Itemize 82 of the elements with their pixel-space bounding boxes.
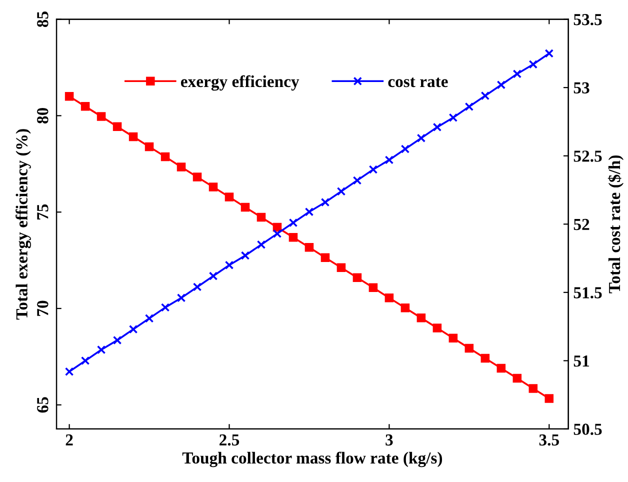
y-tick-label: 80 (37, 108, 48, 124)
point (496, 80, 506, 90)
point (80, 356, 90, 366)
point (64, 367, 74, 376)
legend-label: cost rate (388, 78, 448, 88)
point (144, 142, 154, 152)
point (128, 324, 138, 334)
y-tick-label: 70 (37, 300, 48, 316)
point (256, 212, 266, 222)
point (544, 49, 554, 58)
point (496, 364, 506, 373)
point (320, 253, 330, 262)
point (208, 182, 218, 192)
y-tick-label: 65 (37, 397, 48, 413)
point (448, 113, 458, 122)
y-tick-label: 75 (37, 204, 48, 220)
y2-tick-label: 53.5 (574, 14, 602, 26)
point (128, 132, 138, 142)
point (64, 92, 74, 101)
point (352, 176, 362, 185)
point (464, 102, 474, 112)
legend-label: exergy efficiency (180, 75, 300, 91)
point (160, 303, 170, 312)
point (288, 218, 298, 228)
point (176, 162, 186, 172)
x-tick-label: 3.5 (539, 434, 559, 446)
point (528, 60, 538, 69)
point (432, 324, 442, 332)
x-axis-title: Tough collector mass flow rate (kg/s) (182, 452, 442, 468)
y2-tick-label: 51 (574, 355, 590, 367)
y-tick-label: 85 (37, 12, 48, 28)
point (240, 202, 250, 212)
point (304, 207, 314, 216)
point (480, 354, 490, 363)
point (400, 304, 410, 312)
point (80, 102, 90, 111)
point (288, 232, 298, 242)
point (416, 314, 426, 322)
point (352, 273, 362, 282)
point (224, 192, 234, 202)
point (336, 186, 346, 196)
y2-tick-label: 52 (574, 218, 590, 230)
point (368, 165, 378, 174)
point (448, 334, 458, 343)
point (208, 272, 218, 280)
point (512, 70, 522, 78)
point (256, 240, 266, 249)
point (144, 314, 154, 323)
point (112, 122, 122, 132)
x-tick-label: 3 (386, 434, 393, 446)
y2-tick-label: 51.5 (574, 287, 602, 298)
point (400, 144, 410, 154)
point (464, 344, 474, 353)
point (176, 294, 186, 302)
x-tick-label: 2 (66, 434, 73, 446)
point (336, 263, 346, 272)
point (96, 112, 106, 121)
point (192, 282, 202, 292)
x-tick-label: 2.5 (220, 434, 240, 446)
point (384, 156, 394, 164)
point (240, 251, 250, 260)
point (432, 122, 442, 132)
point (528, 384, 538, 393)
y2-axis-title: Total cost rate ($/h) (608, 156, 624, 294)
point (368, 283, 378, 292)
y2-tick-label: 53 (574, 82, 590, 94)
y2-tick-label: 50.5 (574, 424, 602, 435)
point (112, 336, 122, 345)
point (272, 229, 282, 238)
y-axis-title: Total exergy efficiency (%) (16, 129, 31, 320)
point (304, 242, 314, 252)
point (544, 394, 554, 403)
point (224, 260, 234, 270)
point (480, 91, 490, 100)
point (384, 294, 394, 302)
y2-tick-label: 52.5 (574, 150, 602, 162)
point (512, 374, 522, 383)
point (320, 198, 330, 207)
point (96, 345, 106, 354)
point (192, 172, 202, 182)
point (416, 134, 426, 142)
point (160, 152, 170, 162)
